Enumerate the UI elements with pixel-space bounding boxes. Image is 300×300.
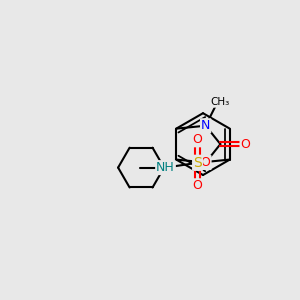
Text: CH₃: CH₃	[210, 97, 230, 107]
Text: O: O	[241, 138, 250, 151]
Text: O: O	[193, 133, 202, 146]
Text: O: O	[201, 156, 211, 169]
Text: N: N	[201, 119, 210, 132]
Text: O: O	[193, 179, 202, 192]
Text: NH: NH	[156, 161, 175, 174]
Text: S: S	[193, 156, 202, 170]
